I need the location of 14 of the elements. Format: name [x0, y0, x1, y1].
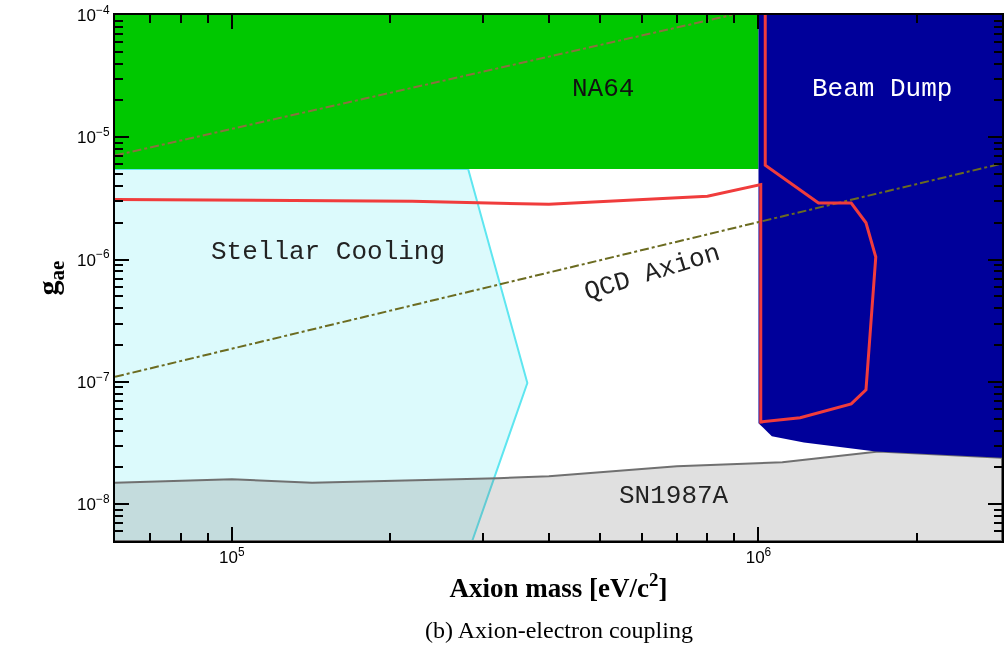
annotation: SN1987A [619, 481, 729, 511]
y-tick-label: 10$^{−7}$ [77, 369, 110, 392]
annotation: Beam Dump [812, 74, 953, 104]
y-tick-label: 10$^{−5}$ [77, 125, 110, 148]
y-tick-label: 10$^{−6}$ [77, 247, 110, 270]
x-axis-title: Axion mass [eV/c$^{2}$] [449, 568, 668, 604]
x-tick-label: 10$^{6}$ [745, 545, 772, 568]
annotation: Stellar Cooling [211, 237, 446, 267]
x-tick-label: 10$^{5}$ [219, 545, 245, 568]
text: (b) Axion-electron coupling [425, 617, 693, 643]
y-tick-label: 10$^{−8}$ [77, 492, 110, 515]
y-tick-label: 10$^{−4}$ [77, 2, 110, 25]
annotation: NA64 [572, 74, 635, 104]
annotation: QCD Axion [580, 237, 724, 308]
